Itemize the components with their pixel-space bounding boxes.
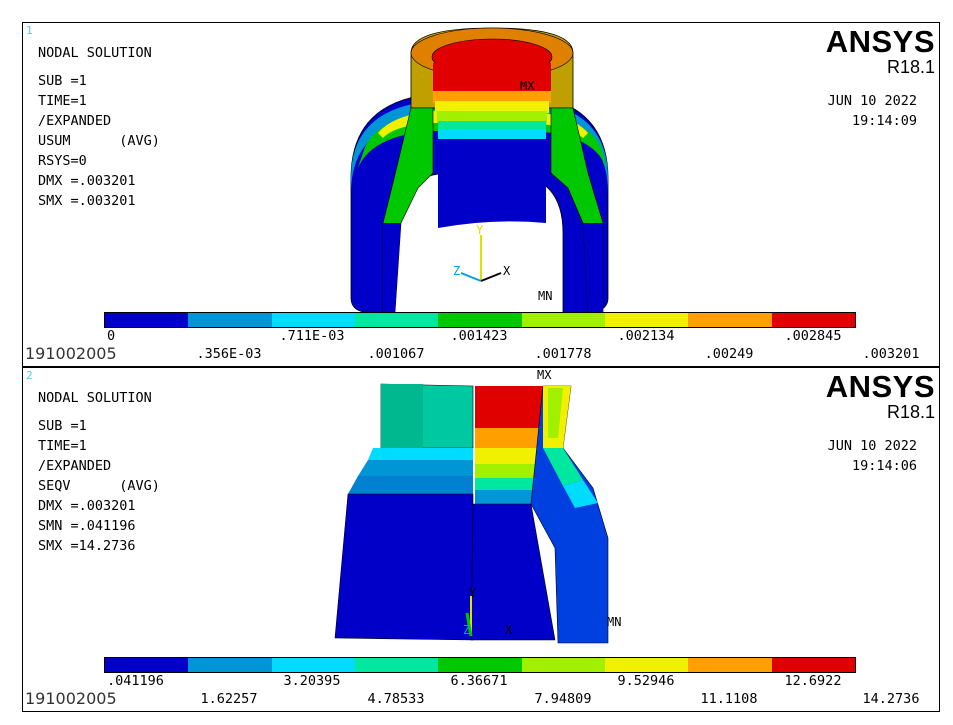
legend-value: 4.78533: [367, 691, 425, 707]
mx-marker: MX: [537, 368, 552, 382]
info-line: SEQV (AVG): [38, 478, 160, 494]
legend-band: [521, 313, 605, 327]
info-line: SMN =.041196: [38, 518, 136, 534]
legend-value: 14.2736: [862, 691, 920, 707]
legend-value: .003201: [862, 346, 920, 362]
ansys-logo: ANSYS R18.1: [825, 24, 935, 77]
job-name: 191002005: [25, 689, 117, 708]
date-label: JUN 10 2022: [827, 438, 917, 454]
triad-x-label: X: [505, 623, 513, 637]
triad-z-label: Z: [463, 623, 471, 637]
info-line: NODAL SOLUTION: [38, 390, 152, 406]
legend-band: [438, 313, 522, 327]
stress-contour-model: [334, 383, 609, 644]
triad-y-label: Y: [476, 223, 484, 237]
brand-name: ANSYS: [825, 24, 935, 59]
legend-band: [604, 313, 689, 327]
version-label: R18.1: [886, 402, 935, 422]
info-line: RSYS=0: [38, 153, 87, 169]
legend-band: [188, 313, 272, 327]
triad-y-label: Y: [469, 586, 477, 600]
legend-band: [771, 658, 855, 672]
timestamp: JUN 10 2022 19:14:09: [828, 91, 917, 131]
triad-x-label: X: [503, 264, 511, 278]
legend-value: .041196: [107, 673, 164, 689]
info-line: SUB =1: [38, 73, 87, 89]
legend-value: 1.62257: [200, 691, 258, 707]
time-label: 19:14:06: [851, 458, 917, 474]
contour-legend-bar: [104, 312, 856, 328]
mn-marker: MN: [607, 615, 622, 629]
info-line: SUB =1: [38, 418, 87, 434]
info-line: USUM (AVG): [38, 133, 160, 149]
legend-band: [354, 313, 439, 327]
legend-value: 0: [107, 328, 116, 344]
window-number: 1: [26, 24, 33, 37]
job-name: 191002005: [25, 344, 117, 363]
mn-marker: MN: [538, 289, 553, 303]
legend-value: .001778: [534, 346, 592, 362]
info-line: DMX =.003201: [38, 173, 136, 189]
time-label: 19:14:09: [851, 113, 917, 129]
legend-value: .00249: [704, 346, 754, 362]
legend-value: 12.6922: [784, 673, 842, 689]
legend-band: [688, 313, 772, 327]
legend-value: .711E-03: [279, 328, 345, 344]
timestamp: JUN 10 2022 19:14:06: [828, 436, 917, 476]
legend-band: [271, 313, 355, 327]
info-line: /EXPANDED: [38, 113, 112, 129]
graphics-window-2[interactable]: 2 Y Z X MX MN NODAL SOLUTION SUB =1 TIME…: [22, 367, 940, 712]
legend-band: [105, 658, 189, 672]
date-label: JUN 10 2022: [827, 93, 917, 109]
info-line: DMX =.003201: [38, 498, 136, 514]
displacement-contour-model: [350, 27, 609, 314]
info-line: /EXPANDED: [38, 458, 112, 474]
legend-value: 3.20395: [283, 673, 341, 689]
contour-legend-bar: [104, 657, 856, 673]
legend-band: [521, 658, 605, 672]
legend-value: 9.52946: [617, 673, 675, 689]
legend-value: 6.36671: [450, 673, 508, 689]
solution-info: NODAL SOLUTION SUB =1 TIME=1 /EXPANDED U…: [38, 43, 160, 211]
triad-z-label: Z: [453, 264, 461, 278]
brand-name: ANSYS: [825, 369, 935, 404]
info-line: SMX =.003201: [38, 193, 136, 209]
legend-band: [354, 658, 439, 672]
legend-band: [438, 658, 522, 672]
legend-value: 11.1108: [700, 691, 758, 707]
legend-band: [105, 313, 189, 327]
info-line: NODAL SOLUTION: [38, 45, 152, 61]
legend-band: [688, 658, 772, 672]
legend-value: .002845: [784, 328, 842, 344]
solution-info: NODAL SOLUTION SUB =1 TIME=1 /EXPANDED S…: [38, 388, 160, 556]
legend-band: [771, 313, 855, 327]
legend-value: .002134: [617, 328, 675, 344]
legend-value: .001423: [450, 328, 508, 344]
ansys-logo: ANSYS R18.1: [825, 369, 935, 422]
info-line: SMX =14.2736: [38, 538, 136, 554]
mx-marker: MX: [520, 79, 535, 93]
legend-value: .001067: [367, 346, 425, 362]
legend-band: [271, 658, 355, 672]
legend-band: [604, 658, 689, 672]
window-number: 2: [26, 369, 33, 382]
graphics-window-1[interactable]: 1 Y Z X MX MN NODAL SOLUTION SU: [22, 22, 940, 367]
legend-band: [188, 658, 272, 672]
info-line: TIME=1: [38, 93, 87, 109]
legend-value: 7.94809: [534, 691, 592, 707]
info-line: TIME=1: [38, 438, 87, 454]
legend-value: .356E-03: [196, 346, 262, 362]
version-label: R18.1: [886, 57, 935, 77]
